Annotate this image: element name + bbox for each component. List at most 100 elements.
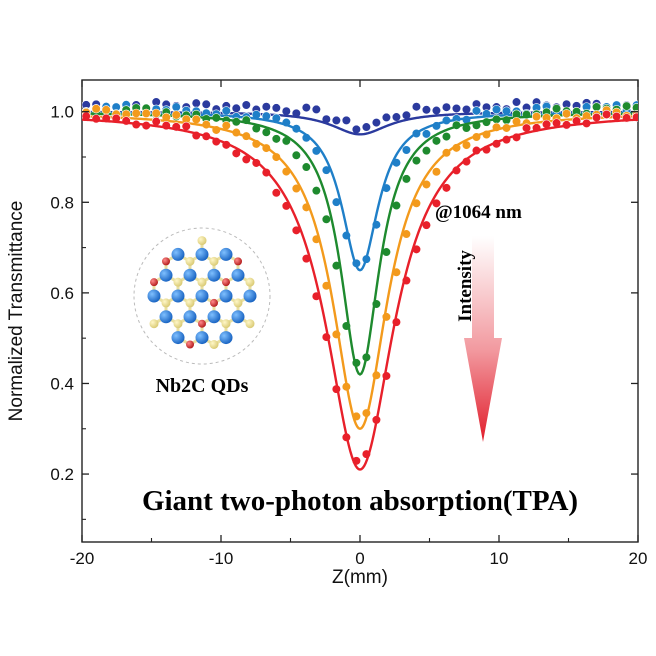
data-point-navy bbox=[511, 97, 522, 107]
red-atom bbox=[198, 319, 206, 328]
nb-atom bbox=[231, 268, 245, 282]
red-atom bbox=[222, 278, 230, 287]
data-point-blue bbox=[471, 106, 482, 116]
series-layer bbox=[82, 97, 638, 471]
x-tick-label: -10 bbox=[209, 549, 234, 568]
red-atom bbox=[210, 298, 218, 307]
nb-atom bbox=[195, 331, 209, 345]
nb-atom bbox=[207, 310, 221, 324]
nb-atom bbox=[183, 310, 197, 324]
nb-atom bbox=[231, 310, 245, 324]
data-point-navy bbox=[311, 104, 321, 115]
data-point-red bbox=[271, 188, 281, 198]
data-point-navy bbox=[461, 104, 472, 115]
data-point-blue bbox=[491, 104, 502, 115]
x-axis-title: Z(mm) bbox=[332, 567, 388, 588]
carbon-atom bbox=[197, 236, 207, 246]
red-atom bbox=[186, 340, 194, 349]
red-atom bbox=[234, 257, 242, 266]
data-point-navy bbox=[231, 103, 241, 113]
data-point-orange bbox=[141, 108, 151, 119]
carbon-atom bbox=[185, 298, 195, 308]
carbon-atom bbox=[173, 319, 183, 329]
data-point-green bbox=[622, 101, 632, 111]
red-atom bbox=[162, 257, 170, 266]
data-point-blue bbox=[221, 106, 231, 116]
x-tick-label: 10 bbox=[490, 549, 509, 568]
data-point-blue bbox=[401, 145, 412, 155]
data-point-navy bbox=[261, 102, 271, 112]
nb-atom bbox=[219, 247, 233, 261]
data-point-green bbox=[401, 174, 412, 184]
data-point-navy bbox=[431, 105, 442, 116]
data-point-navy bbox=[241, 100, 251, 110]
data-point-orange bbox=[271, 152, 281, 162]
nb-atom bbox=[171, 289, 185, 303]
x-tick-label: -20 bbox=[70, 549, 95, 568]
carbon-atom bbox=[245, 277, 255, 287]
red-atom bbox=[150, 278, 158, 287]
fit-curve-green bbox=[82, 112, 638, 376]
data-point-green bbox=[301, 162, 311, 172]
x-tick-label: 0 bbox=[355, 549, 364, 568]
data-point-red bbox=[591, 112, 602, 123]
y-tick-label: 0.8 bbox=[50, 193, 74, 212]
data-point-orange bbox=[191, 114, 201, 125]
nb-atom bbox=[159, 310, 173, 324]
data-point-green bbox=[441, 131, 452, 142]
data-point-green bbox=[421, 146, 432, 156]
data-point-orange bbox=[131, 108, 141, 118]
data-point-navy bbox=[281, 106, 291, 116]
nb-atom bbox=[195, 289, 209, 303]
data-point-green bbox=[411, 155, 422, 166]
carbon-atom bbox=[221, 319, 231, 329]
data-point-red bbox=[451, 165, 462, 176]
data-point-green bbox=[271, 134, 281, 144]
y-tick-label: 0.4 bbox=[50, 374, 74, 393]
data-point-green bbox=[551, 104, 562, 114]
intensity-arrow-icon bbox=[464, 236, 502, 442]
data-point-green bbox=[591, 102, 602, 112]
nb-atom bbox=[171, 331, 185, 345]
data-point-navy bbox=[451, 103, 462, 114]
carbon-atom bbox=[245, 319, 255, 329]
fit-curve-blue bbox=[82, 111, 638, 272]
carbon-atom bbox=[149, 319, 159, 329]
data-point-green bbox=[321, 214, 331, 224]
carbon-atom bbox=[209, 256, 219, 266]
data-point-red bbox=[611, 111, 622, 122]
data-point-navy bbox=[421, 105, 432, 115]
data-point-orange bbox=[561, 109, 572, 119]
data-point-green bbox=[291, 150, 301, 160]
nb-atom bbox=[159, 268, 173, 282]
data-point-navy bbox=[361, 122, 371, 132]
nb-atom bbox=[147, 289, 161, 303]
data-point-orange bbox=[101, 105, 111, 115]
nb-atom bbox=[207, 268, 221, 282]
headline: Giant two-photon absorption(TPA) bbox=[142, 485, 578, 517]
carbon-atom bbox=[209, 340, 219, 350]
carbon-atom bbox=[173, 277, 183, 287]
data-point-orange bbox=[431, 167, 442, 177]
data-point-green bbox=[431, 136, 442, 146]
data-point-orange bbox=[531, 112, 542, 122]
material-label: Nb2C QDs bbox=[156, 375, 249, 397]
nb-atom bbox=[195, 247, 209, 261]
data-point-orange bbox=[171, 110, 181, 120]
data-point-navy bbox=[341, 115, 351, 125]
wavelength-label: @1064 nm bbox=[435, 202, 522, 223]
y-tick-label: 0.6 bbox=[50, 284, 74, 303]
data-point-navy bbox=[371, 117, 382, 128]
data-point-orange bbox=[91, 104, 101, 114]
data-point-orange bbox=[151, 108, 161, 118]
data-point-navy bbox=[381, 112, 392, 123]
data-point-navy bbox=[201, 99, 211, 109]
nb-atom bbox=[183, 268, 197, 282]
carbon-atom bbox=[197, 277, 207, 287]
y-tick-label: 0.2 bbox=[50, 465, 74, 484]
data-point-navy bbox=[191, 98, 201, 108]
carbon-atom bbox=[185, 256, 195, 266]
y-tick-label: 1.0 bbox=[50, 103, 74, 122]
nb-atom bbox=[219, 331, 233, 345]
